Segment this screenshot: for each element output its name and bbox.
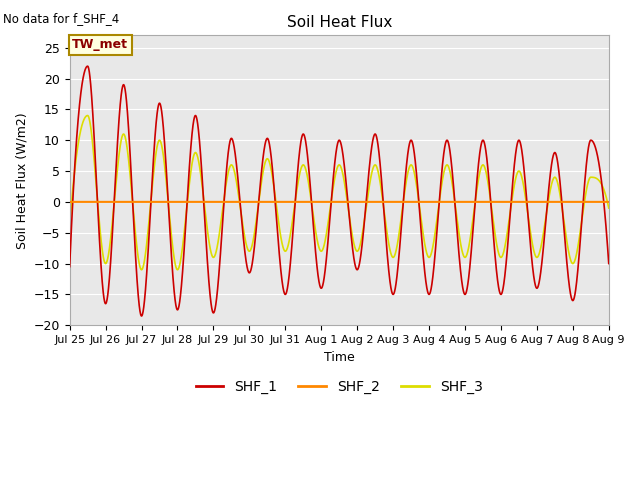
Y-axis label: Soil Heat Flux (W/m2): Soil Heat Flux (W/m2) — [15, 112, 28, 249]
Legend: SHF_1, SHF_2, SHF_3: SHF_1, SHF_2, SHF_3 — [190, 374, 488, 399]
Text: No data for f_SHF_4: No data for f_SHF_4 — [3, 12, 120, 25]
Text: TW_met: TW_met — [72, 38, 129, 51]
X-axis label: Time: Time — [324, 350, 355, 363]
Title: Soil Heat Flux: Soil Heat Flux — [287, 15, 392, 30]
